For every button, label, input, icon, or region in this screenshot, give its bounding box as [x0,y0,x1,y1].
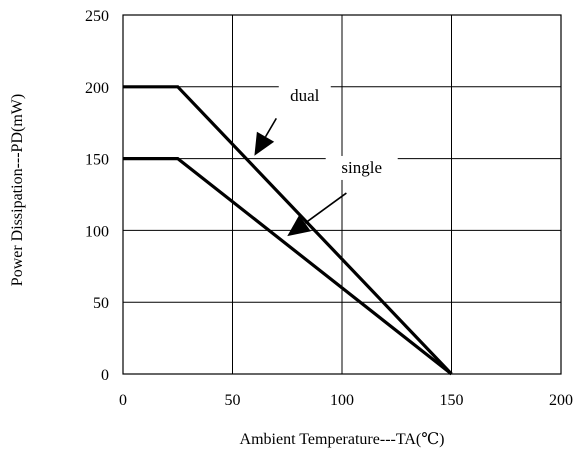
annotation-bg-dual [278,84,331,109]
series-lines [123,85,453,376]
y-tick-label-150: 150 [85,152,109,169]
annotations: dual single [254,84,398,237]
x-tick-labels: 0 50 100 150 200 [119,392,573,409]
plot-frame [122,14,562,375]
annotation-arrow-head-dual [254,131,275,156]
y-tick-labels: 0 50 100 150 200 250 [85,8,109,384]
annotation-label-single: single [341,158,382,177]
series-line-single [123,157,453,376]
y-tick-label-50: 50 [93,295,109,312]
grid [123,15,561,374]
y-tick-label-0: 0 [101,367,109,384]
x-tick-label-0: 0 [119,392,127,409]
y-tick-label-100: 100 [85,223,109,240]
x-tick-label-50: 50 [225,392,241,409]
annotation-arrow-shaft-dual [264,117,277,138]
annotation-label-dual: dual [290,86,320,105]
series-line-dual [123,85,453,376]
x-axis-title: Ambient Temperature---TA(℃) [240,431,445,448]
annotation-arrow-shaft-single [304,192,347,224]
y-tick-label-250: 250 [85,8,109,25]
annotation-arrow-head-single [287,215,311,237]
y-axis-title: Power Dissipation---PD(mW) [9,94,26,286]
x-tick-label-100: 100 [330,392,354,409]
x-tick-label-200: 200 [549,392,573,409]
annotation-bg-single [325,155,398,180]
y-tick-label-200: 200 [85,80,109,97]
x-tick-label-150: 150 [440,392,464,409]
